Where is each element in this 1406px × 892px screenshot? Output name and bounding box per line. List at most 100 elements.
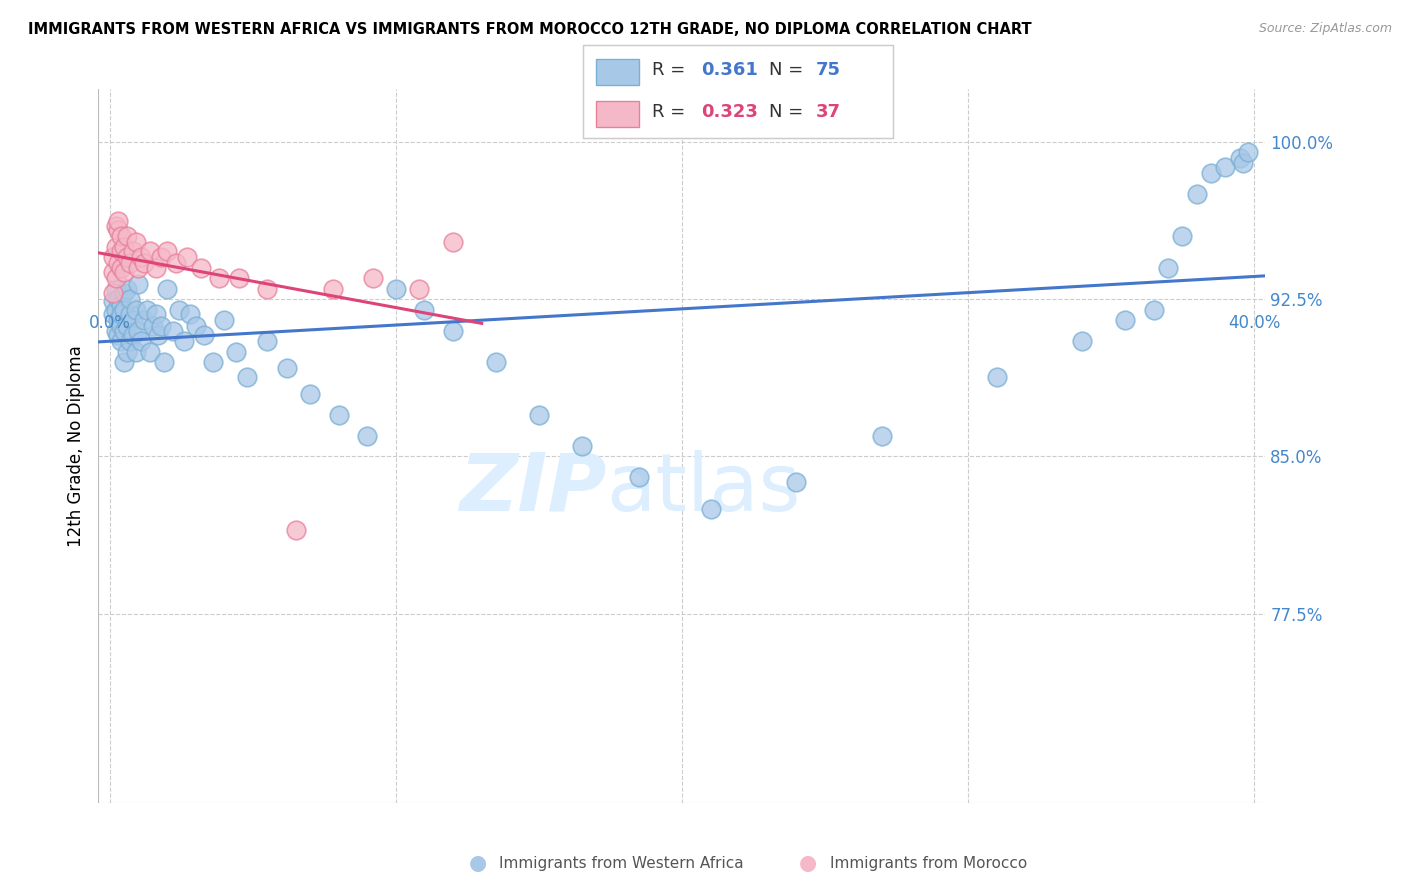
Point xyxy=(150,319,173,334)
Point xyxy=(104,239,127,253)
Point xyxy=(699,502,721,516)
Point xyxy=(385,282,408,296)
Point xyxy=(1199,166,1222,180)
Point xyxy=(115,319,138,334)
Point xyxy=(104,302,127,317)
Point xyxy=(101,294,124,309)
Point xyxy=(1143,302,1166,317)
Text: 0.323: 0.323 xyxy=(702,103,758,121)
Y-axis label: 12th Grade, No Diploma: 12th Grade, No Diploma xyxy=(67,345,86,547)
Point xyxy=(361,271,384,285)
Point xyxy=(627,470,650,484)
Point xyxy=(156,244,179,258)
Point xyxy=(112,302,135,317)
Point xyxy=(104,271,127,285)
Point xyxy=(110,229,132,244)
Point xyxy=(214,313,236,327)
Point xyxy=(256,282,278,296)
Text: IMMIGRANTS FROM WESTERN AFRICA VS IMMIGRANTS FROM MOROCCO 12TH GRADE, NO DIPLOMA: IMMIGRANTS FROM WESTERN AFRICA VS IMMIGR… xyxy=(28,22,1032,37)
Point xyxy=(1114,313,1136,327)
Text: 75: 75 xyxy=(815,61,841,78)
Point xyxy=(322,282,344,296)
Point xyxy=(101,250,124,264)
Point xyxy=(110,307,132,321)
Point xyxy=(107,292,129,306)
Point xyxy=(256,334,278,348)
Text: R =: R = xyxy=(651,61,690,78)
Point xyxy=(162,324,184,338)
Point xyxy=(115,229,138,244)
Point xyxy=(118,292,141,306)
Point xyxy=(127,277,149,292)
Point xyxy=(107,313,129,327)
Point xyxy=(107,327,129,342)
Point xyxy=(118,334,141,348)
Point xyxy=(112,239,135,253)
Point xyxy=(441,324,464,338)
Point xyxy=(201,355,224,369)
Point xyxy=(299,386,322,401)
Point xyxy=(110,298,132,312)
Point xyxy=(107,256,129,270)
Point xyxy=(284,523,307,537)
Point xyxy=(1237,145,1260,160)
Point xyxy=(124,344,146,359)
Point xyxy=(124,302,146,317)
Point xyxy=(228,271,250,285)
Point xyxy=(986,369,1008,384)
Point xyxy=(276,361,298,376)
Point xyxy=(145,307,167,321)
Point xyxy=(148,327,170,342)
Point xyxy=(115,344,138,359)
Point xyxy=(101,265,124,279)
Point xyxy=(112,265,135,279)
Point xyxy=(165,256,187,270)
Text: ●: ● xyxy=(800,854,817,873)
Point xyxy=(1171,229,1194,244)
Point xyxy=(236,369,259,384)
Text: N =: N = xyxy=(769,61,808,78)
Point xyxy=(153,355,176,369)
Point xyxy=(118,256,141,270)
Text: 0.0%: 0.0% xyxy=(89,314,131,332)
Point xyxy=(785,475,807,489)
Point xyxy=(1232,155,1254,169)
Point xyxy=(104,324,127,338)
Text: ●: ● xyxy=(470,854,486,873)
Point xyxy=(104,219,127,233)
Text: atlas: atlas xyxy=(606,450,800,528)
Point xyxy=(413,302,436,317)
Point xyxy=(870,428,893,442)
Point xyxy=(190,260,212,275)
Point xyxy=(142,319,165,334)
Point xyxy=(134,256,156,270)
Point xyxy=(1071,334,1094,348)
Point xyxy=(193,327,215,342)
Point xyxy=(131,250,153,264)
Point xyxy=(139,244,162,258)
Text: R =: R = xyxy=(651,103,690,121)
Point xyxy=(121,313,143,327)
Point xyxy=(527,408,550,422)
Point xyxy=(173,334,195,348)
Point xyxy=(1215,160,1237,174)
Point xyxy=(118,307,141,321)
Text: N =: N = xyxy=(769,103,808,121)
Point xyxy=(107,223,129,237)
Point xyxy=(110,319,132,334)
Point xyxy=(110,260,132,275)
Point xyxy=(127,260,149,275)
Point xyxy=(112,324,135,338)
Point xyxy=(1157,260,1180,275)
Point xyxy=(176,250,198,264)
Bar xyxy=(596,101,640,127)
Point xyxy=(127,324,149,338)
Text: ZIP: ZIP xyxy=(458,450,606,528)
Point xyxy=(121,327,143,342)
Point xyxy=(485,355,508,369)
Point xyxy=(110,244,132,258)
Point xyxy=(107,214,129,228)
Point xyxy=(136,302,159,317)
Point xyxy=(134,313,156,327)
Point xyxy=(184,319,207,334)
